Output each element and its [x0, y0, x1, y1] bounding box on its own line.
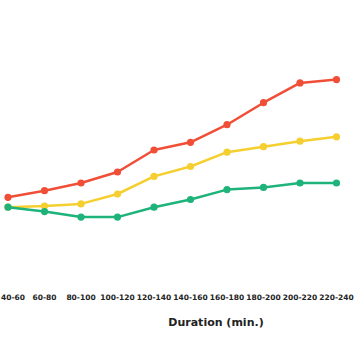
x-tick-label: 180-200 [246, 293, 280, 302]
series-marker [296, 179, 303, 186]
series-marker [150, 173, 157, 180]
series-marker [150, 146, 157, 153]
series-marker [223, 186, 230, 193]
x-tick-label: 40-60 [1, 293, 25, 302]
series-marker [4, 204, 11, 211]
series-marker [114, 168, 121, 175]
series-marker [77, 179, 84, 186]
series-marker [114, 214, 121, 221]
series-marker [296, 138, 303, 145]
series-marker [150, 204, 157, 211]
x-tick-label: 80-100 [66, 293, 95, 302]
series-marker [333, 179, 340, 186]
series-line [8, 137, 337, 207]
x-tick-label: 120-140 [137, 293, 171, 302]
chart: 40-60 60-80 80-100 100-120120-140140-160160… [0, 0, 360, 360]
series-marker [4, 194, 11, 201]
series-marker [333, 133, 340, 140]
series-marker [4, 204, 11, 211]
series-marker [41, 187, 48, 194]
series-marker [114, 190, 121, 197]
x-tick-label: 100-120 [100, 293, 134, 302]
x-axis-title: Duration (min.) [168, 316, 263, 329]
x-tick-label: 220-240 [319, 293, 353, 302]
series-marker [187, 139, 194, 146]
series-marker [260, 99, 267, 106]
x-tick-label: 200-220 [283, 293, 317, 302]
series-marker [223, 149, 230, 156]
x-tick-label: 140-160 [173, 293, 207, 302]
x-tick-label: 160-180 [210, 293, 244, 302]
series-marker [296, 79, 303, 86]
series-marker [260, 143, 267, 150]
series-marker [77, 214, 84, 221]
series-marker [260, 184, 267, 191]
x-tick-label: 60-80 [33, 293, 57, 302]
series-group [4, 76, 340, 221]
series-marker [77, 200, 84, 207]
series-marker [187, 196, 194, 203]
series-line [8, 183, 337, 217]
series-marker [333, 76, 340, 83]
series-line [8, 80, 337, 198]
series-marker [223, 121, 230, 128]
series-marker [41, 208, 48, 215]
series-marker [187, 163, 194, 170]
